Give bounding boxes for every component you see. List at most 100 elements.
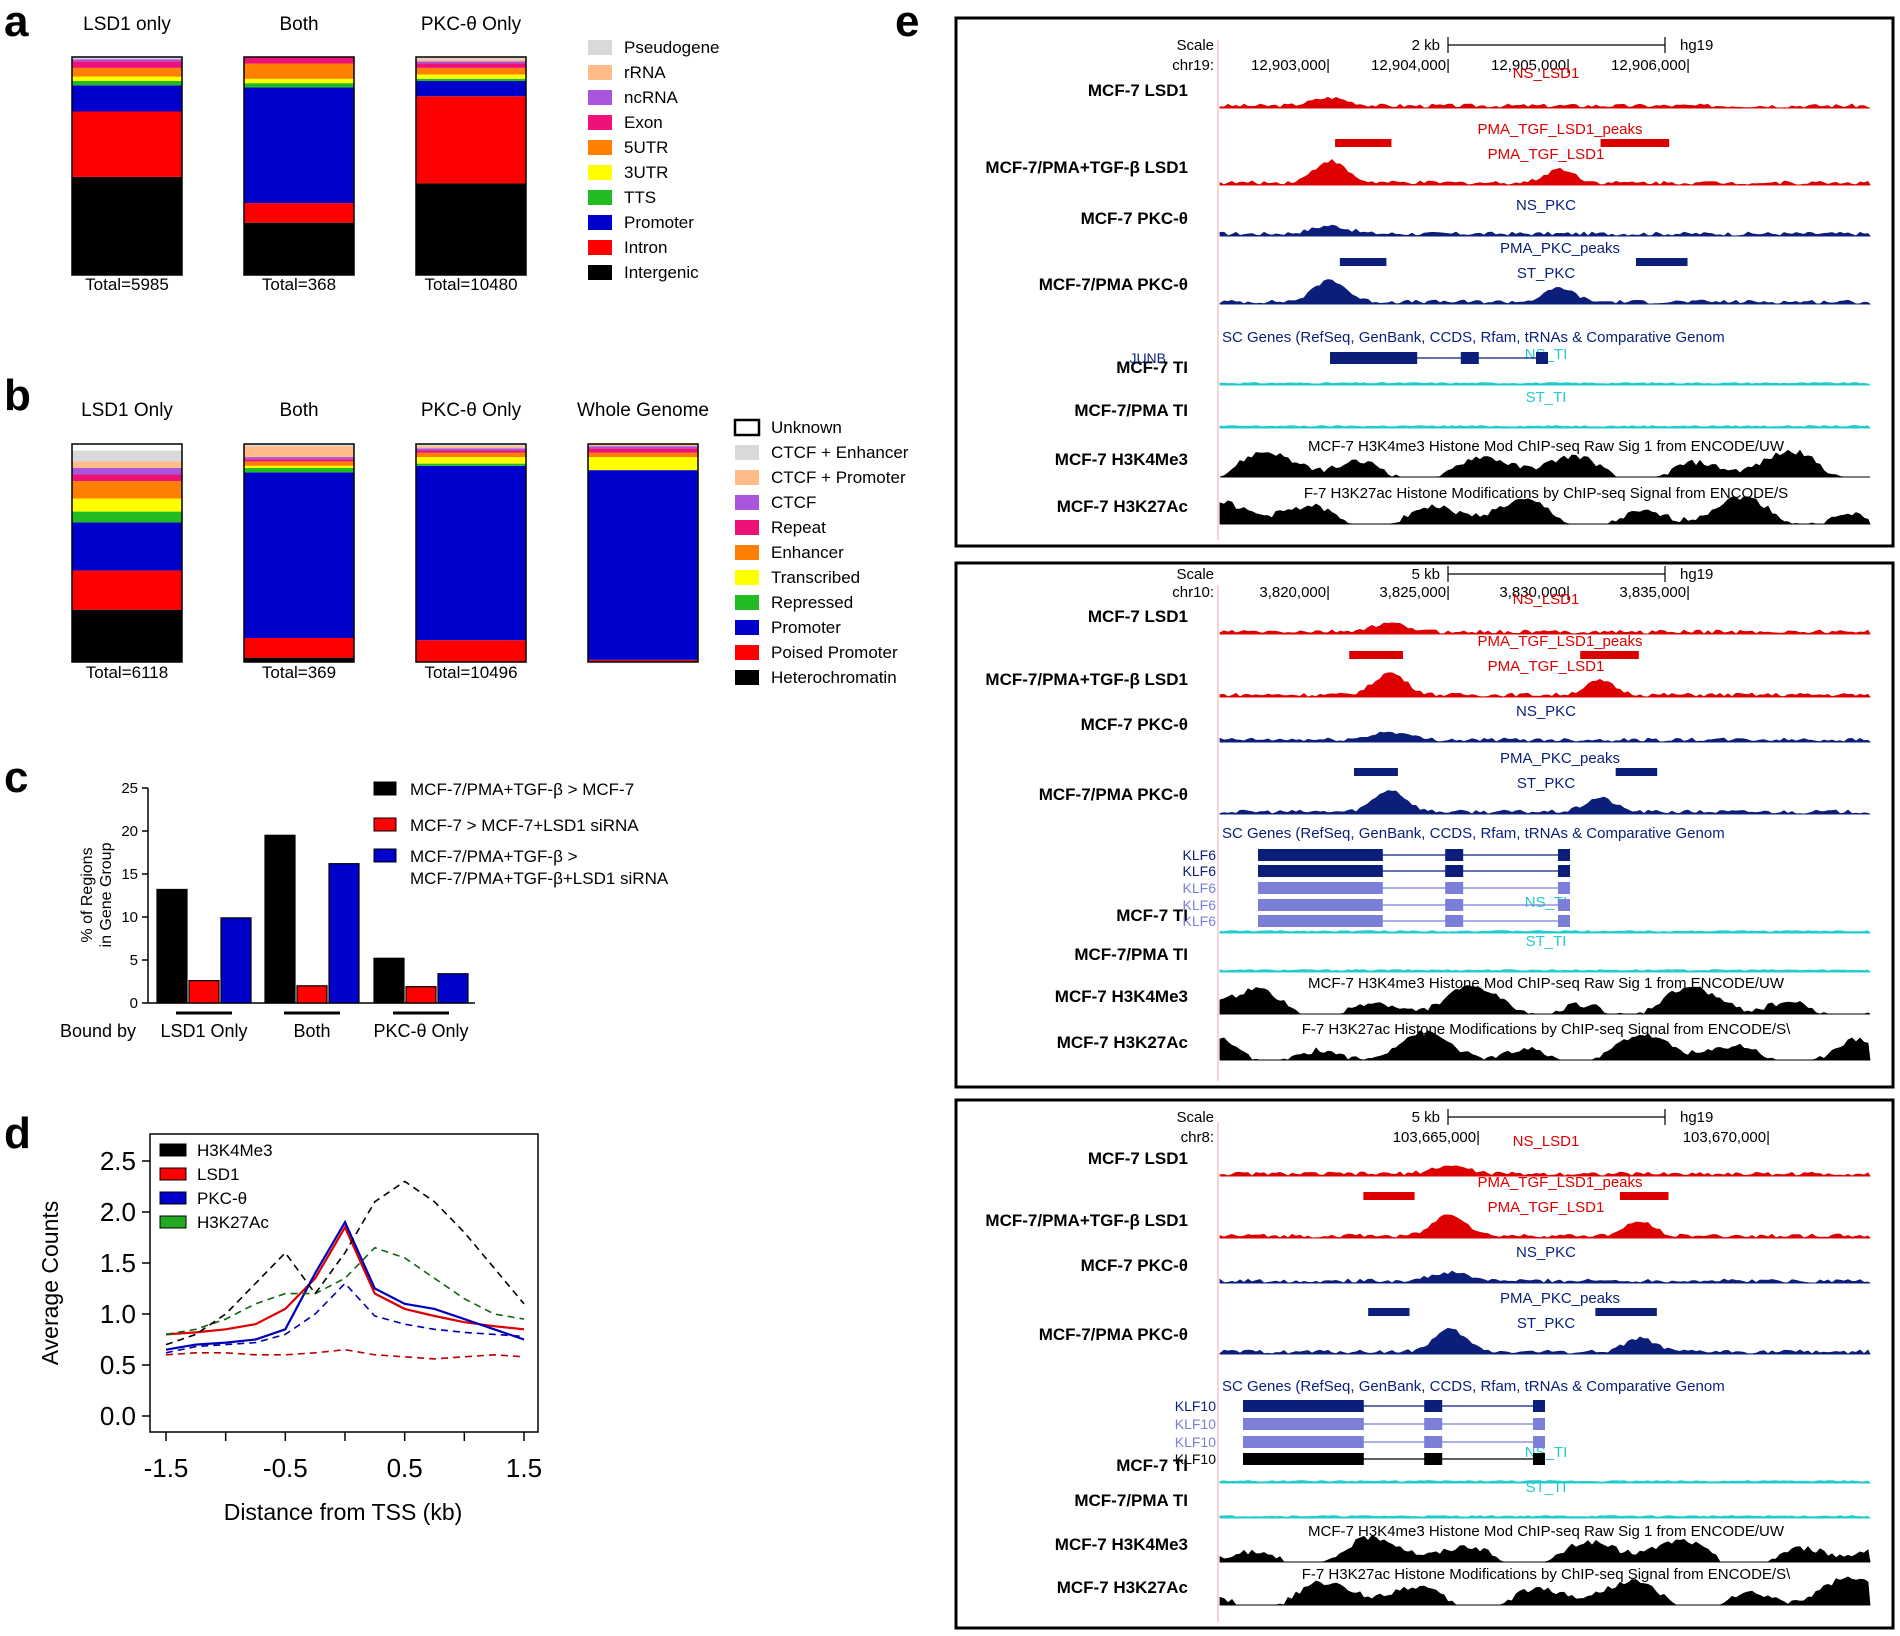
track-label: MCF-7 PKC-θ <box>1081 715 1188 734</box>
bar-segment-poised-promoter <box>244 638 354 658</box>
y-axis-title-line: in Gene Group <box>98 842 115 947</box>
bar-segment-promoter <box>244 87 354 204</box>
legend-swatch-ncrna <box>588 90 612 105</box>
legend-label-poised-promoter: Poised Promoter <box>771 643 898 662</box>
category-label-both: Both <box>293 1021 330 1041</box>
track-label: MCF-7 H3K27Ac <box>1057 1033 1188 1052</box>
bound-by-label: Bound by <box>60 1021 136 1041</box>
legend-swatch-pseudogene <box>588 40 612 55</box>
signal-f-7-h3k27ac-histone-modifications-by-chip-seq-signal-from-encode-s <box>1219 1576 1871 1606</box>
bar-segment-tts <box>72 80 182 86</box>
peaks-track-name: PMA_PKC_peaks <box>1500 240 1620 257</box>
signal-pma-tgf-lsd1 <box>1219 1214 1871 1239</box>
peak-block <box>1636 258 1688 266</box>
track-label: MCF-7/PMA TI <box>1074 945 1188 964</box>
signal-ns-lsd1 <box>1219 622 1871 635</box>
legend-swatch-promoter <box>588 215 612 230</box>
panel-b-stacked-bars: LSD1 Only Total=6118 Both Total=369 PKC-θ On… <box>71 400 909 687</box>
bar-segment-5utr <box>244 63 354 79</box>
coordinate-label: 103,665,000| <box>1393 1129 1480 1146</box>
track-name: NS_TI <box>1525 894 1568 911</box>
bar-segment-pseudogene <box>72 57 182 60</box>
bar-segment-ctcf-promoter <box>72 461 182 468</box>
gene-exon <box>1533 1453 1545 1465</box>
legend-swatch-3utr <box>588 165 612 180</box>
peak-block <box>1580 651 1639 659</box>
category-label-both: Both <box>279 14 318 35</box>
scale-bar-label: 5 kb <box>1412 566 1440 583</box>
track-label: MCF-7/PMA+TGF-β LSD1 <box>985 1211 1188 1230</box>
gene-name: JUNB <box>1129 350 1166 366</box>
peak-block <box>1368 1308 1410 1316</box>
signal-pma-tgf-lsd1 <box>1219 159 1871 186</box>
gene-exon <box>1424 1453 1443 1465</box>
bar-segment-intron <box>244 203 354 223</box>
track-label: MCF-7/PMA+TGF-β LSD1 <box>985 158 1188 177</box>
x-tick-label: -1.5 <box>144 1453 189 1483</box>
y-tick-label: 0.0 <box>100 1401 136 1431</box>
bar-outline <box>71 56 183 276</box>
track-name: MCF-7 H3K4me3 Histone Mod ChIP-seq Raw S… <box>1308 975 1785 992</box>
signal-f-7-h3k27ac-histone-modifications-by-chip-seq-signal-from-encode-s <box>1219 496 1871 525</box>
bar-segment-repeat <box>416 450 526 453</box>
browser-panel-frame <box>954 561 1895 1089</box>
bar-segment-exon <box>72 61 182 68</box>
gene-exon <box>1445 915 1464 927</box>
bar-segment-repeat <box>72 474 182 482</box>
peak-block <box>1354 768 1398 776</box>
series-line-lsd1-solid <box>165 1224 525 1336</box>
legend-label-ctcf-promoter: CTCF + Promoter <box>771 468 906 487</box>
signal-ns-pkc <box>1219 1270 1871 1284</box>
assembly-label: hg19 <box>1680 566 1713 583</box>
category-label-lsd1-only: LSD1 Only <box>81 400 173 421</box>
signal-mcf-7-h3k4me3-histone-mod-chip-seq-raw-sig-1-from-encode-uw <box>1219 449 1870 478</box>
gene-exon <box>1558 899 1570 911</box>
bar-segment-ctcf-promoter <box>416 446 526 449</box>
signal-pma-tgf-lsd1 <box>1219 672 1871 698</box>
track-name: F-7 H3K27ac Histone Modifications by ChI… <box>1302 1021 1791 1038</box>
scale-label: Scale <box>1176 566 1214 583</box>
signal-ns-ti <box>1219 930 1871 934</box>
bar-segment-repeat <box>588 448 698 453</box>
y-tick-label: 2.5 <box>100 1146 136 1176</box>
signal-st-ti <box>1219 969 1871 973</box>
category-label-pkc-only: PKC-θ Only <box>421 400 522 421</box>
bar-segment-ctcf-enhancer <box>416 444 526 447</box>
panel-letter-b: b <box>4 371 31 420</box>
bar-mcf-7-mcf-7-lsd1-sirna <box>188 980 220 1004</box>
legend-swatch-mcf-7-pma-tgf-mcf-7 <box>373 781 397 796</box>
gene-exon <box>1258 915 1383 927</box>
bar-segment-tts <box>416 78 526 81</box>
y-tick-label: 1.5 <box>100 1248 136 1278</box>
y-tick-label: 25 <box>121 780 138 797</box>
chrom-label: chr19: <box>1172 57 1214 74</box>
y-tick-label: 20 <box>121 823 138 840</box>
panel-e-genome-browser: Scale chr19: 2 kb hg19 12,903,000| 12,904,000… <box>954 16 1895 1630</box>
bar-segment-poised-promoter <box>72 570 182 610</box>
legend-swatch-h3k4me3 <box>159 1143 187 1157</box>
scale-bar-label: 2 kb <box>1412 37 1440 54</box>
y-tick-label: 1.0 <box>100 1299 136 1329</box>
total-label: Total=10480 <box>424 275 517 294</box>
bar-segment-promoter <box>72 85 182 112</box>
bar-segment-rrna <box>416 59 526 62</box>
bar-segment-enhancer <box>588 452 698 458</box>
bar-segment-enhancer <box>244 461 354 466</box>
bar-segment-heterochromatin <box>244 657 354 662</box>
bar-outline <box>587 443 699 663</box>
category-label-pkc-only: PKC-θ Only <box>421 14 522 35</box>
signal-ns-pkc <box>1219 224 1871 237</box>
bar-segment-ctcf-promoter <box>244 446 354 458</box>
y-axis-title: % of Regions in Gene Group <box>79 842 115 947</box>
bar-segment-repressed <box>416 463 526 466</box>
gene-exon <box>1445 865 1464 877</box>
bar-segment-intergenic <box>244 222 354 275</box>
bar-segment-repressed <box>72 511 182 523</box>
bar-segment-transcribed <box>588 457 698 471</box>
plot-frame <box>149 1133 539 1433</box>
bar-segment-transcribed <box>244 465 354 468</box>
bar-segment-3utr <box>416 74 526 79</box>
peak-block <box>1600 139 1670 147</box>
panel-d-line-chart: 0.0 0.5 1.0 1.5 2.0 2.5 -1.5 -0.5 0.5 1.5 Distance… <box>37 1133 542 1525</box>
